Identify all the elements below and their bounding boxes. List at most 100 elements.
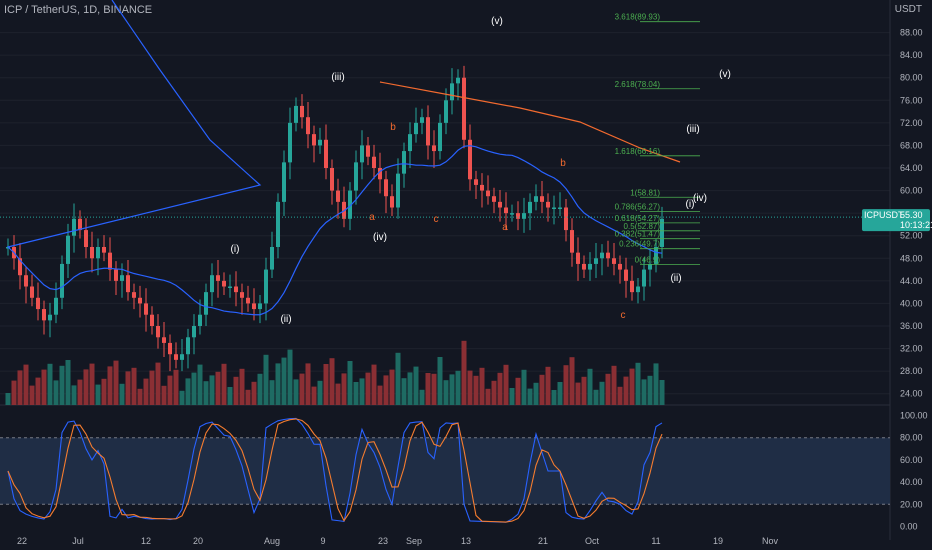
candle-body [330, 168, 334, 191]
candle-body [576, 252, 580, 264]
candle-body [408, 134, 412, 152]
candle-body [252, 303, 256, 310]
candle-body [618, 263, 622, 270]
candle-body [108, 252, 112, 270]
volume-bar [371, 364, 377, 405]
candle-body [588, 263, 592, 270]
candle-body [186, 337, 190, 355]
volume-bar [623, 376, 629, 405]
volume-bar [647, 375, 653, 405]
volume-bar [149, 370, 155, 405]
candle-body [120, 275, 124, 281]
volume-bar [401, 378, 407, 405]
volume-bar [617, 386, 623, 405]
y-tick-label: 76.00 [900, 95, 923, 105]
volume-bar [131, 367, 137, 405]
candle-body [504, 207, 508, 214]
volume-bar [347, 361, 353, 405]
volume-bar [305, 363, 311, 405]
x-tick-label: 19 [713, 536, 723, 546]
volume-bar [527, 388, 533, 405]
x-tick-label: 11 [651, 536, 660, 546]
volume-bar [143, 378, 149, 405]
fib-level-label: 0.382(51.47) [615, 230, 661, 239]
volume-bar [179, 390, 185, 405]
volume-bar [365, 372, 371, 405]
y-tick-label: 32.00 [900, 344, 923, 354]
moving-average-orange [379, 81, 681, 163]
candle-body [468, 139, 472, 180]
chart-title: ICP / TetherUS, 1D, BINANCE [4, 4, 153, 16]
y-tick-label: 60.00 [900, 186, 923, 196]
candle-body [462, 77, 466, 140]
stoch-y-tick: 40.00 [900, 477, 923, 487]
volume-bar [251, 381, 257, 405]
candle-body [84, 230, 88, 247]
candle-body [204, 292, 208, 315]
y-tick-label: 36.00 [900, 321, 923, 331]
candle-body [66, 235, 70, 264]
volume-bar [311, 386, 317, 405]
stoch-k-line [7, 417, 663, 523]
volume-bar [485, 388, 491, 405]
volume-bar [653, 363, 659, 405]
candle-body [438, 122, 442, 152]
volume-bar [563, 365, 569, 405]
candle-body [288, 122, 292, 163]
volume-bar [35, 377, 41, 405]
stoch-y-tick: 80.00 [900, 433, 923, 443]
candle-body [228, 286, 232, 288]
wave-label: (iii) [686, 124, 699, 135]
volume-bar [113, 360, 119, 405]
candle-body [378, 168, 382, 180]
candle-body [18, 258, 22, 276]
candle-body [42, 309, 46, 321]
candle-body [528, 201, 532, 214]
stoch-d-line [7, 418, 663, 523]
candle-body [486, 190, 490, 197]
fib-level-label: 0.5(52.87) [624, 222, 661, 231]
candle-body [144, 303, 148, 315]
candle-body [498, 201, 502, 208]
x-tick-label: 13 [461, 536, 471, 546]
volume-bar [611, 365, 617, 405]
volume-bar [449, 374, 455, 405]
volume-bar [47, 363, 53, 405]
fib-level-label: 0.236(49.7) [619, 240, 660, 249]
fib-level-label: 0(46.9) [635, 255, 661, 264]
candle-body [630, 280, 634, 293]
fib-level-label: 1.618(66.16) [615, 147, 661, 156]
volume-bar [293, 379, 299, 405]
price-badge-countdown: 10:13:21 [900, 220, 932, 230]
volume-bar [413, 366, 419, 405]
stoch-y-tick: 60.00 [900, 455, 923, 465]
x-tick-label: 20 [193, 536, 203, 546]
x-tick-label: Jul [72, 536, 84, 546]
candle-body [552, 207, 556, 209]
volume-bar [521, 369, 527, 405]
candle-body [156, 326, 160, 338]
x-tick-label: Aug [264, 536, 280, 546]
volume-bar [641, 379, 647, 405]
volume-bar [5, 393, 11, 405]
volume-bar [155, 362, 161, 405]
volume-bar [161, 385, 167, 405]
candle-body [264, 269, 268, 304]
volume-bar [257, 373, 263, 405]
volume-bar [383, 375, 389, 405]
y-tick-label: 72.00 [900, 118, 923, 128]
x-tick-label: 9 [320, 536, 325, 546]
candle-body [522, 213, 526, 219]
candle-body [132, 292, 136, 298]
volume-bar [341, 373, 347, 405]
volume-bar [491, 380, 497, 405]
candle-body [558, 207, 562, 209]
volume-bar [299, 373, 305, 405]
candle-body [564, 207, 568, 231]
fib-level-label: 3.618(89.93) [615, 13, 661, 22]
fib-level-label: 1(58.81) [630, 188, 660, 197]
candle-body [258, 303, 262, 310]
volume-bar [317, 380, 323, 405]
candle-body [654, 247, 658, 264]
